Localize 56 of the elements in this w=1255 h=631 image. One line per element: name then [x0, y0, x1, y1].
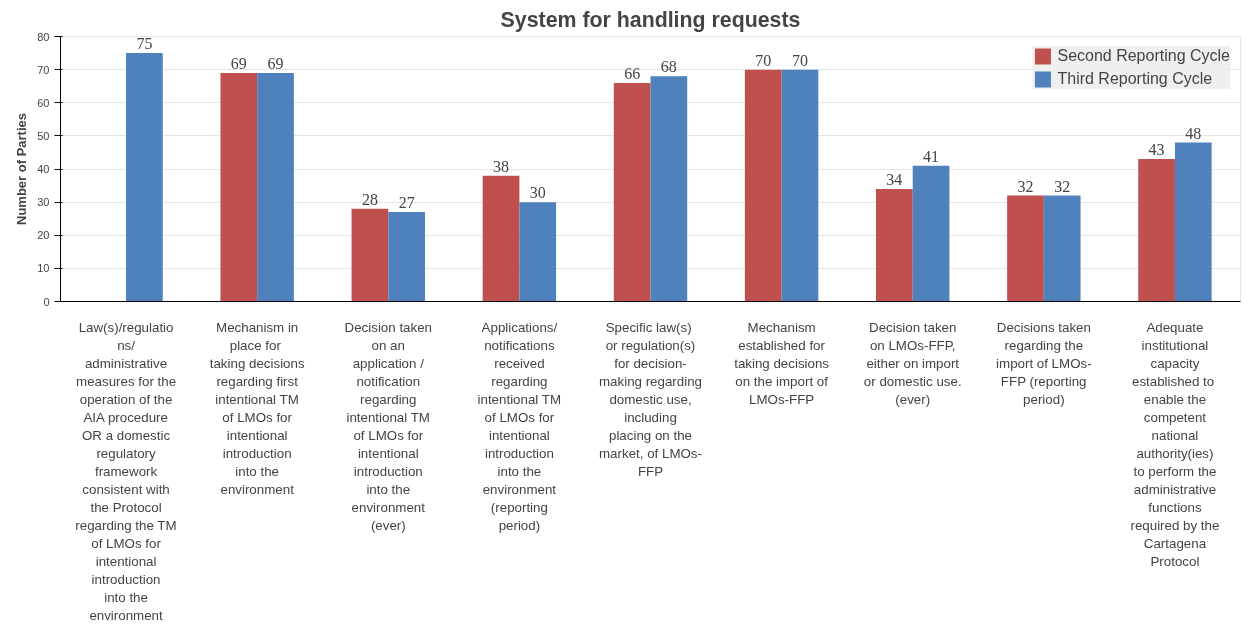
bar [519, 202, 557, 302]
data-label: 28 [361, 190, 378, 208]
chart-title: System for handling requests [500, 7, 801, 32]
bar [220, 72, 258, 302]
bar [912, 165, 950, 302]
bar [613, 82, 651, 302]
data-label: 30 [529, 184, 546, 202]
bar [126, 53, 163, 302]
bar [781, 69, 819, 302]
bar [388, 212, 425, 302]
data-label: 38 [493, 157, 510, 175]
y-tick-label: 50 [37, 129, 50, 142]
data-label: 68 [660, 58, 677, 76]
bar [744, 69, 782, 302]
y-tick-label: 40 [37, 163, 50, 175]
y-tick-label: 20 [37, 229, 50, 242]
bar [1174, 142, 1212, 302]
bar [351, 208, 389, 302]
category-label: Adequate institutional capacity established to enable the competent national authority(ies) to perform the administrative functions required by the Cartagena Protocol [1130, 319, 1220, 569]
data-label: 66 [624, 64, 641, 82]
y-tick-label: 70 [37, 63, 50, 76]
y-tick-label: 60 [37, 96, 50, 109]
data-label: 75 [136, 35, 153, 53]
data-label: 70 [791, 51, 808, 69]
data-label: 34 [886, 170, 903, 188]
y-tick-label: 80 [37, 30, 50, 43]
category-label: Applications/ notifications received regarding intentional TM of LMOs for intentional introduction into the environment (reporting period) [477, 319, 562, 533]
bar [1043, 195, 1081, 302]
data-label: 27 [398, 194, 415, 212]
category-label: Decision taken on an application / notification regarding intentional TM of LMOs for intentional introduction into the environment (ever) [344, 319, 432, 533]
category-label: Mechanism in place for taking decisions regarding first intentional TM of LMOs for intentional introduction into the environment [209, 319, 305, 497]
data-label: 32 [1054, 177, 1071, 195]
data-label: 69 [230, 54, 247, 72]
y-tick-label: 10 [37, 262, 50, 275]
x-tick-label: Decision taken on LMOs-FFP, either on import or domestic use. (ever) [863, 319, 962, 407]
data-label: 70 [755, 51, 772, 69]
legend-label: Third Reporting Cycle [1057, 70, 1213, 88]
bar [1138, 159, 1175, 302]
y-tick-label: 30 [37, 196, 50, 209]
y-tick-label: 0 [43, 295, 50, 308]
data-label: 41 [923, 147, 940, 165]
category-label: Specific law(s) or regulation(s) for decision-making regarding domestic use, including placing on the market, of LMOs-FFP [599, 319, 702, 479]
bar [482, 175, 520, 302]
data-label: 32 [1017, 177, 1034, 195]
category-label: Law(s)/regulations/ administrative measures for the operation of the AIA procedure OR a domestic regulatory framework consistent with the Protocol regarding the TM of LMOs for intentional introduction into the environment [75, 319, 177, 623]
data-label: 69 [267, 54, 284, 72]
x-tick-label: Decisions taken regarding the import of LMOs-FFP (reporting period) [996, 319, 1092, 407]
data-label: 43 [1148, 141, 1165, 159]
data-label: 48 [1185, 124, 1202, 142]
bar [257, 72, 294, 302]
bar [1007, 195, 1044, 302]
bar [876, 188, 913, 302]
y-axis-title: Number of Parties [14, 113, 30, 225]
x-tick-label: Mechanism established for taking decisions on the import of LMOs-FFP [734, 319, 830, 407]
bar [650, 76, 688, 302]
legend-label: Second Reporting Cycle [1057, 47, 1230, 65]
